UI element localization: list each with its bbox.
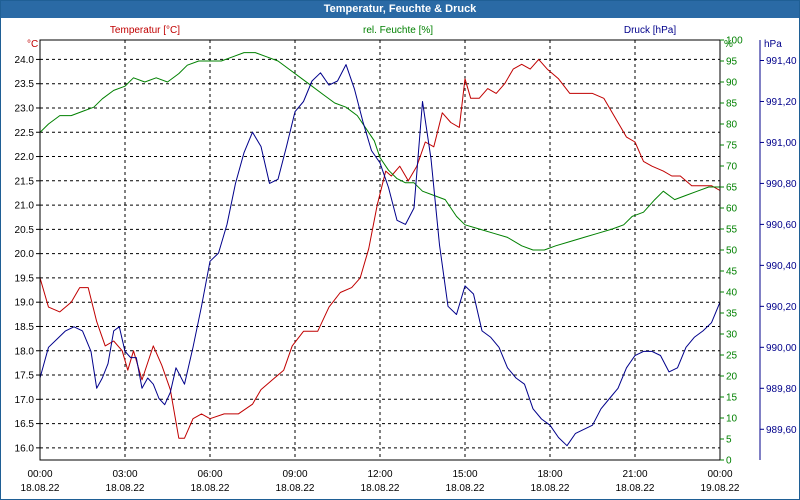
x-tick-time: 00:00 (27, 469, 52, 480)
humidity-axis-label: rel. Feuchte [%] (363, 25, 433, 36)
humidity-tick-label: 70 (726, 162, 738, 173)
pressure-tick-label: 989,60 (766, 425, 797, 436)
humidity-tick-label: 15 (726, 393, 738, 404)
humidity-tick-label: 25 (726, 351, 738, 362)
temperature-tick-label: 18.0 (15, 346, 35, 357)
temperature-tick-label: 22.0 (15, 152, 35, 163)
x-tick-date: 18.08.22 (616, 483, 655, 494)
humidity-tick-label: 80 (726, 120, 738, 131)
x-tick-date: 18.08.22 (446, 483, 485, 494)
temperature-axis-label: Temperatur [°C] (110, 25, 180, 36)
x-tick-time: 18:00 (537, 469, 562, 480)
temperature-tick-label: 23.5 (15, 79, 35, 90)
temperature-tick-label: 20.0 (15, 249, 35, 260)
temperature-tick-label: 24.0 (15, 55, 35, 66)
temperature-tick-label: 21.5 (15, 176, 35, 187)
temperature-tick-label: 23.0 (15, 103, 35, 114)
x-tick-time: 00:00 (707, 469, 732, 480)
humidity-tick-label: 55 (726, 225, 738, 236)
pressure-tick-label: 991,40 (766, 56, 797, 67)
pressure-tick-label: 991,20 (766, 97, 797, 108)
x-tick-date: 18.08.22 (361, 483, 400, 494)
x-tick-date: 19.08.22 (701, 483, 740, 494)
series-line-temperature (39, 58, 721, 439)
series-line-pressure (39, 64, 721, 447)
x-tick-time: 12:00 (367, 469, 392, 480)
pressure-tick-label: 990,40 (766, 261, 797, 272)
humidity-tick-label: 75 (726, 141, 738, 152)
x-tick-time: 21:00 (622, 469, 647, 480)
window-title: Temperatur, Feuchte & Druck (1, 1, 799, 18)
temperature-tick-label: 20.5 (15, 225, 35, 236)
pressure-tick-label: 991,00 (766, 138, 797, 149)
pressure-tick-label: 989,80 (766, 384, 797, 395)
series-layer (39, 52, 721, 447)
humidity-tick-label: 10 (726, 414, 738, 425)
humidity-tick-label: 0 (726, 456, 732, 467)
humidity-tick-label: 35 (726, 309, 738, 320)
temperature-tick-label: 17.5 (15, 371, 35, 382)
humidity-tick-label: 95 (726, 57, 738, 68)
humidity-tick-label: 30 (726, 330, 738, 341)
x-tick-date: 18.08.22 (191, 483, 230, 494)
humidity-tick-label: 90 (726, 78, 738, 89)
humidity-tick-label: 50 (726, 246, 738, 257)
pressure-axis-label: Druck [hPa] (624, 25, 676, 36)
pressure-tick-label: 990,00 (766, 343, 797, 354)
humidity-unit-label: % (724, 39, 733, 50)
pressure-tick-label: 990,20 (766, 302, 797, 313)
x-tick-time: 09:00 (282, 469, 307, 480)
temperature-tick-label: 18.5 (15, 322, 35, 333)
pressure-tick-label: 990,60 (766, 220, 797, 231)
x-tick-date: 18.08.22 (276, 483, 315, 494)
humidity-tick-label: 65 (726, 183, 738, 194)
temperature-unit-label: °C (27, 39, 38, 50)
series-line-humidity (39, 52, 720, 251)
x-tick-date: 18.08.22 (21, 483, 60, 494)
humidity-tick-label: 45 (726, 267, 738, 278)
x-tick-time: 06:00 (197, 469, 222, 480)
humidity-tick-label: 85 (726, 99, 738, 110)
pressure-tick-label: 990,80 (766, 179, 797, 190)
humidity-tick-label: 40 (726, 288, 738, 299)
temperature-tick-label: 22.5 (15, 128, 35, 139)
humidity-tick-label: 20 (726, 372, 738, 383)
temperature-tick-label: 19.0 (15, 298, 35, 309)
temperature-tick-label: 21.0 (15, 201, 35, 212)
temperature-tick-label: 16.0 (15, 443, 35, 454)
x-tick-date: 18.08.22 (106, 483, 145, 494)
x-tick-date: 18.08.22 (531, 483, 570, 494)
axes-layer: 00:00 18.08.22 03:00 18.08.22 06:00 18.08.22 0… (15, 36, 797, 495)
x-tick-time: 15:00 (452, 469, 477, 480)
temperature-tick-label: 16.5 (15, 419, 35, 430)
humidity-tick-label: 100 (726, 36, 743, 47)
humidity-tick-label: 60 (726, 204, 738, 215)
temperature-tick-label: 19.5 (15, 273, 35, 284)
x-tick-time: 03:00 (112, 469, 137, 480)
temperature-tick-label: 17.0 (15, 395, 35, 406)
humidity-tick-label: 5 (726, 435, 732, 446)
grid (40, 40, 720, 460)
pressure-unit-label: hPa (764, 39, 782, 50)
